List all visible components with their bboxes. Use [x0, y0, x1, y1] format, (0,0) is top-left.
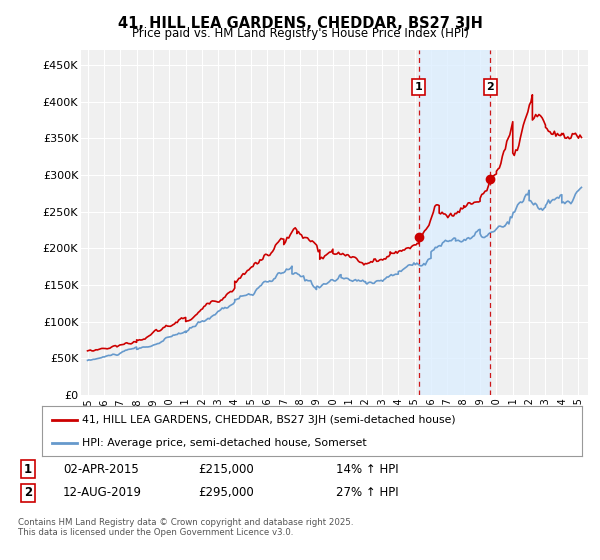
Text: 41, HILL LEA GARDENS, CHEDDAR, BS27 3JH (semi-detached house): 41, HILL LEA GARDENS, CHEDDAR, BS27 3JH …: [83, 414, 456, 424]
Text: 27% ↑ HPI: 27% ↑ HPI: [336, 486, 398, 500]
Bar: [419, 50, 490, 395]
Text: £295,000: £295,000: [198, 486, 254, 500]
Text: 2: 2: [487, 82, 494, 92]
Text: 14% ↑ HPI: 14% ↑ HPI: [336, 463, 398, 476]
Text: 41, HILL LEA GARDENS, CHEDDAR, BS27 3JH: 41, HILL LEA GARDENS, CHEDDAR, BS27 3JH: [118, 16, 482, 31]
Text: 12-AUG-2019: 12-AUG-2019: [63, 486, 142, 500]
Text: Contains HM Land Registry data © Crown copyright and database right 2025.
This d: Contains HM Land Registry data © Crown c…: [18, 518, 353, 538]
Text: Price paid vs. HM Land Registry's House Price Index (HPI): Price paid vs. HM Land Registry's House …: [131, 27, 469, 40]
Text: 2: 2: [24, 486, 32, 500]
Text: 02-APR-2015: 02-APR-2015: [63, 463, 139, 476]
Text: 1: 1: [24, 463, 32, 476]
Text: HPI: Average price, semi-detached house, Somerset: HPI: Average price, semi-detached house,…: [83, 438, 367, 448]
Text: £215,000: £215,000: [198, 463, 254, 476]
Text: 1: 1: [415, 82, 422, 92]
